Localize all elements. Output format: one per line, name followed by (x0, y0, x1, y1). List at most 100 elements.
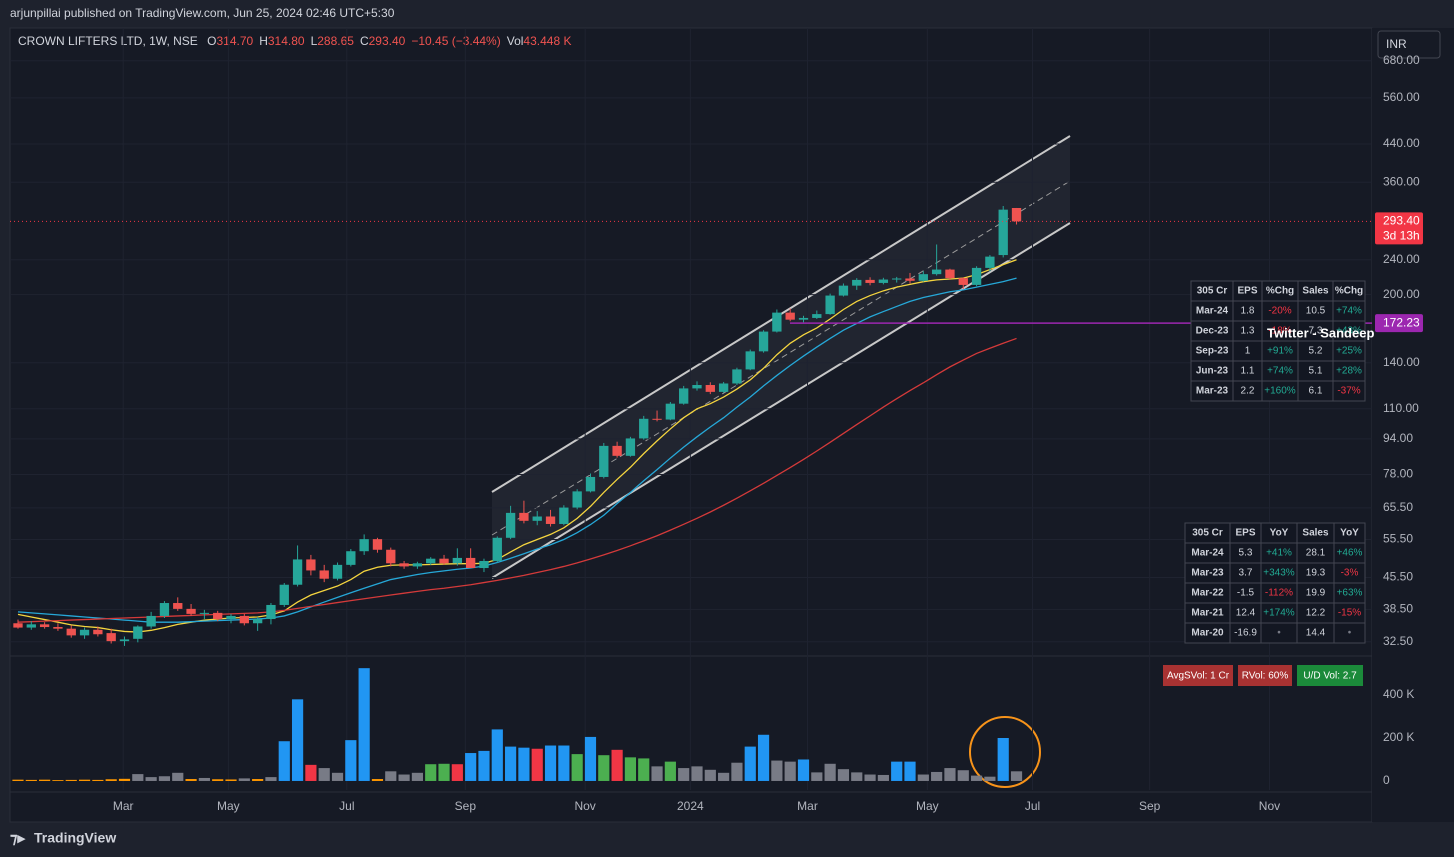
vol-key: Vol (507, 34, 524, 48)
last-price-box (1375, 212, 1423, 245)
table-text: Mar-23 (1191, 568, 1224, 579)
candle-body (892, 278, 902, 280)
candle-body (372, 539, 383, 550)
hline-label: 172.23 (1383, 315, 1420, 329)
volume-bar (52, 780, 64, 781)
table-text: +343% (1263, 568, 1295, 579)
candle-body (772, 312, 782, 332)
y-tick-label: 32.50 (1383, 634, 1413, 648)
table-text: +174% (1263, 608, 1295, 619)
ohlc-value: 288.65 (317, 34, 354, 48)
table-text: 2.2 (1241, 386, 1255, 397)
volume-bar (744, 746, 756, 781)
volume-bar (39, 779, 51, 781)
volume-bar (598, 755, 610, 781)
volume-bar (904, 761, 916, 781)
volume-bar (132, 774, 144, 781)
chart-frame (9, 27, 1373, 823)
volume-bar (385, 771, 397, 781)
candle-body (66, 628, 76, 636)
candle-body (292, 559, 303, 585)
volume-bar (398, 774, 410, 781)
table-text: 3.7 (1239, 568, 1253, 579)
volume-bar (957, 770, 969, 781)
volume-bar (970, 775, 983, 781)
volume-bar (345, 740, 357, 781)
highlight-circle (969, 716, 1041, 788)
table-text: +63% (1337, 588, 1363, 599)
table-text: 1.1 (1241, 366, 1255, 377)
volume-bar (92, 779, 104, 781)
volume-bar (917, 774, 929, 781)
volume-bar (411, 772, 423, 781)
candle-body (173, 603, 183, 609)
table-text: %Chg (1266, 286, 1294, 297)
table-text: • (1348, 628, 1352, 639)
y-tick-label: 440.00 (1383, 136, 1420, 150)
candle-body (266, 604, 276, 620)
candle-body (252, 619, 263, 624)
volume-bar (531, 748, 543, 781)
table-text: +74% (1267, 366, 1293, 377)
candle-body (825, 295, 835, 315)
table-text: 1 (1245, 346, 1251, 357)
volume-bar (757, 734, 770, 781)
x-tick-label: Nov (1259, 799, 1280, 813)
candle-body (812, 314, 822, 318)
candle-body (931, 269, 942, 275)
badge (1163, 665, 1233, 686)
candle-body (386, 549, 396, 564)
volume-bar (291, 699, 304, 781)
table-text: Sales (1302, 286, 1329, 297)
volume-bar (891, 761, 903, 781)
table-text: 12.4 (1236, 608, 1256, 619)
candle-body (585, 476, 596, 492)
volume-bar (584, 736, 597, 781)
brand-logo: ⁊▸ (10, 830, 26, 847)
volume-bar (158, 776, 171, 781)
candle-body (878, 279, 889, 283)
candle-body (679, 388, 689, 404)
table-text: -15% (1338, 608, 1361, 619)
table-text: YoY (1270, 528, 1289, 539)
table-text: Mar-24 (1191, 548, 1224, 559)
candle-body (785, 312, 795, 320)
table-text: 19.9 (1306, 588, 1326, 599)
volume-bar (837, 769, 850, 781)
candle-body (572, 491, 582, 508)
candle-body (612, 445, 622, 456)
candle-body (838, 285, 849, 296)
candle-body (745, 351, 755, 370)
x-tick-label: May (916, 799, 939, 813)
candle-body (79, 629, 90, 636)
candle-body (705, 385, 715, 392)
volume-bar (611, 749, 623, 781)
table-text: Sep-23 (1196, 346, 1229, 357)
table-text: +46% (1337, 548, 1363, 559)
candle-body (639, 418, 649, 439)
candle-body (159, 603, 170, 616)
candle-body (718, 383, 729, 392)
volume-tick-label: 200 K (1383, 730, 1414, 744)
table-text: 7.3 (1309, 326, 1323, 337)
candle-body (53, 627, 63, 629)
volume-bar (25, 779, 37, 781)
candle-body (532, 516, 542, 521)
table-text: -112% (1265, 588, 1293, 599)
table-text: Mar-21 (1191, 608, 1224, 619)
candle-body (213, 612, 223, 620)
badge (1297, 665, 1363, 686)
table-text: Mar-23 (1196, 386, 1229, 397)
candle-body (465, 557, 476, 569)
channel-mid (491, 180, 1071, 536)
volume-bar (718, 772, 730, 781)
ohlc-key: O (207, 34, 216, 48)
volume-bar (638, 758, 650, 781)
volume-bar (65, 779, 77, 781)
candle-body (625, 438, 636, 456)
x-tick-label: Sep (455, 799, 477, 813)
currency-button[interactable] (1377, 30, 1441, 59)
currency-label[interactable]: INR (1386, 37, 1407, 51)
candle-body (186, 608, 196, 614)
volume-bar (478, 750, 490, 781)
